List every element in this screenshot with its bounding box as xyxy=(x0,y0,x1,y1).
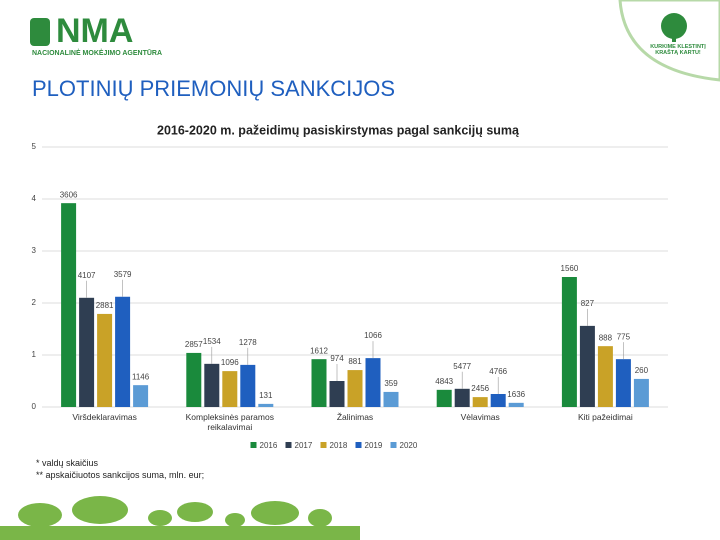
legend-label: 2020 xyxy=(400,441,418,450)
data-label: 4843 xyxy=(435,377,453,386)
data-label: 3606 xyxy=(60,190,78,199)
bar xyxy=(383,391,399,407)
bar xyxy=(561,277,577,407)
data-label: 1146 xyxy=(132,372,150,381)
bar xyxy=(615,359,631,407)
data-label: 3579 xyxy=(114,270,132,279)
legend-label: 2018 xyxy=(330,441,348,450)
x-tick-label: Kiti pažeidimai xyxy=(577,412,633,422)
x-tick-label: Viršdeklaravimas xyxy=(72,412,137,422)
legend-label: 2019 xyxy=(365,441,383,450)
bar xyxy=(347,370,363,407)
x-tick-label: Vėlavimas xyxy=(460,412,500,422)
animals xyxy=(0,496,360,540)
motto: KURKIME KLESTINTĮ KRAŠTĄ KARTU! xyxy=(650,44,706,56)
y-tick-label: 4 xyxy=(32,194,37,203)
bar xyxy=(258,403,274,407)
footnote: ** apskaičiuotos sankcijos suma, mln. eu… xyxy=(36,470,205,480)
data-label: 359 xyxy=(384,379,398,388)
data-label: 1560 xyxy=(561,264,579,273)
data-label: 1066 xyxy=(364,331,382,340)
bar xyxy=(490,394,506,407)
bar xyxy=(454,388,470,407)
tree-icon xyxy=(661,13,687,39)
bar xyxy=(240,364,256,407)
footnote: * valdų skaičius xyxy=(36,458,99,468)
logo-text: NMA xyxy=(56,12,134,50)
bar xyxy=(311,359,327,407)
legend-swatch xyxy=(285,442,292,448)
bar xyxy=(365,358,381,407)
bar xyxy=(472,397,488,407)
bar xyxy=(508,402,524,407)
bar xyxy=(97,313,113,407)
y-tick-label: 5 xyxy=(32,142,37,151)
y-tick-label: 1 xyxy=(32,350,37,359)
data-label: 827 xyxy=(581,299,595,308)
data-label: 5477 xyxy=(453,362,471,371)
data-label: 1278 xyxy=(239,338,257,347)
data-label: 881 xyxy=(348,357,362,366)
data-label: 888 xyxy=(599,333,613,342)
tree-trunk xyxy=(672,34,676,42)
bar xyxy=(186,352,202,407)
chart-title: 2016-2020 m. pažeidimų pasiskirstymas pa… xyxy=(157,123,520,137)
bar xyxy=(329,381,345,407)
y-tick-label: 2 xyxy=(32,298,37,307)
bar xyxy=(133,385,149,407)
bar xyxy=(115,296,131,407)
agency-name: NACIONALINĖ MOKĖJIMO AGENTŪRA xyxy=(32,50,163,57)
legend-swatch xyxy=(355,442,362,448)
x-tick-label: Žalinimas xyxy=(336,412,374,422)
data-label: 2456 xyxy=(471,384,489,393)
data-label: 1096 xyxy=(221,358,239,367)
bar xyxy=(633,378,649,407)
data-label: 2857 xyxy=(185,340,203,349)
data-label: 2881 xyxy=(96,301,114,310)
bar xyxy=(61,203,77,407)
y-tick-label: 0 xyxy=(32,402,37,411)
legend-swatch xyxy=(390,442,397,448)
bar xyxy=(579,325,595,407)
data-label: 131 xyxy=(259,391,273,400)
data-label: 1534 xyxy=(203,337,221,346)
chart: 2016-2020 m. pažeidimų pasiskirstymas pa… xyxy=(32,123,668,450)
legend-swatch xyxy=(320,442,327,448)
bar xyxy=(204,363,220,407)
x-tick-label: Kompleksinės paramos reikalavimai xyxy=(185,412,274,432)
bar xyxy=(436,389,452,407)
data-label: 4107 xyxy=(78,271,96,280)
data-label: 1636 xyxy=(507,390,525,399)
bar xyxy=(222,371,238,407)
legend-swatch xyxy=(250,442,257,448)
bar xyxy=(597,346,613,407)
legend-label: 2016 xyxy=(260,441,278,450)
data-label: 974 xyxy=(330,354,344,363)
data-label: 260 xyxy=(635,366,649,375)
logo-icon xyxy=(30,18,50,46)
legend-label: 2017 xyxy=(295,441,313,450)
bar xyxy=(79,297,95,407)
data-label: 4766 xyxy=(489,367,507,376)
data-label: 775 xyxy=(617,332,631,341)
slide-heading: PLOTINIŲ PRIEMONIŲ SANKCIJOS xyxy=(32,76,396,101)
data-label: 1612 xyxy=(310,346,328,355)
y-tick-label: 3 xyxy=(32,246,37,255)
